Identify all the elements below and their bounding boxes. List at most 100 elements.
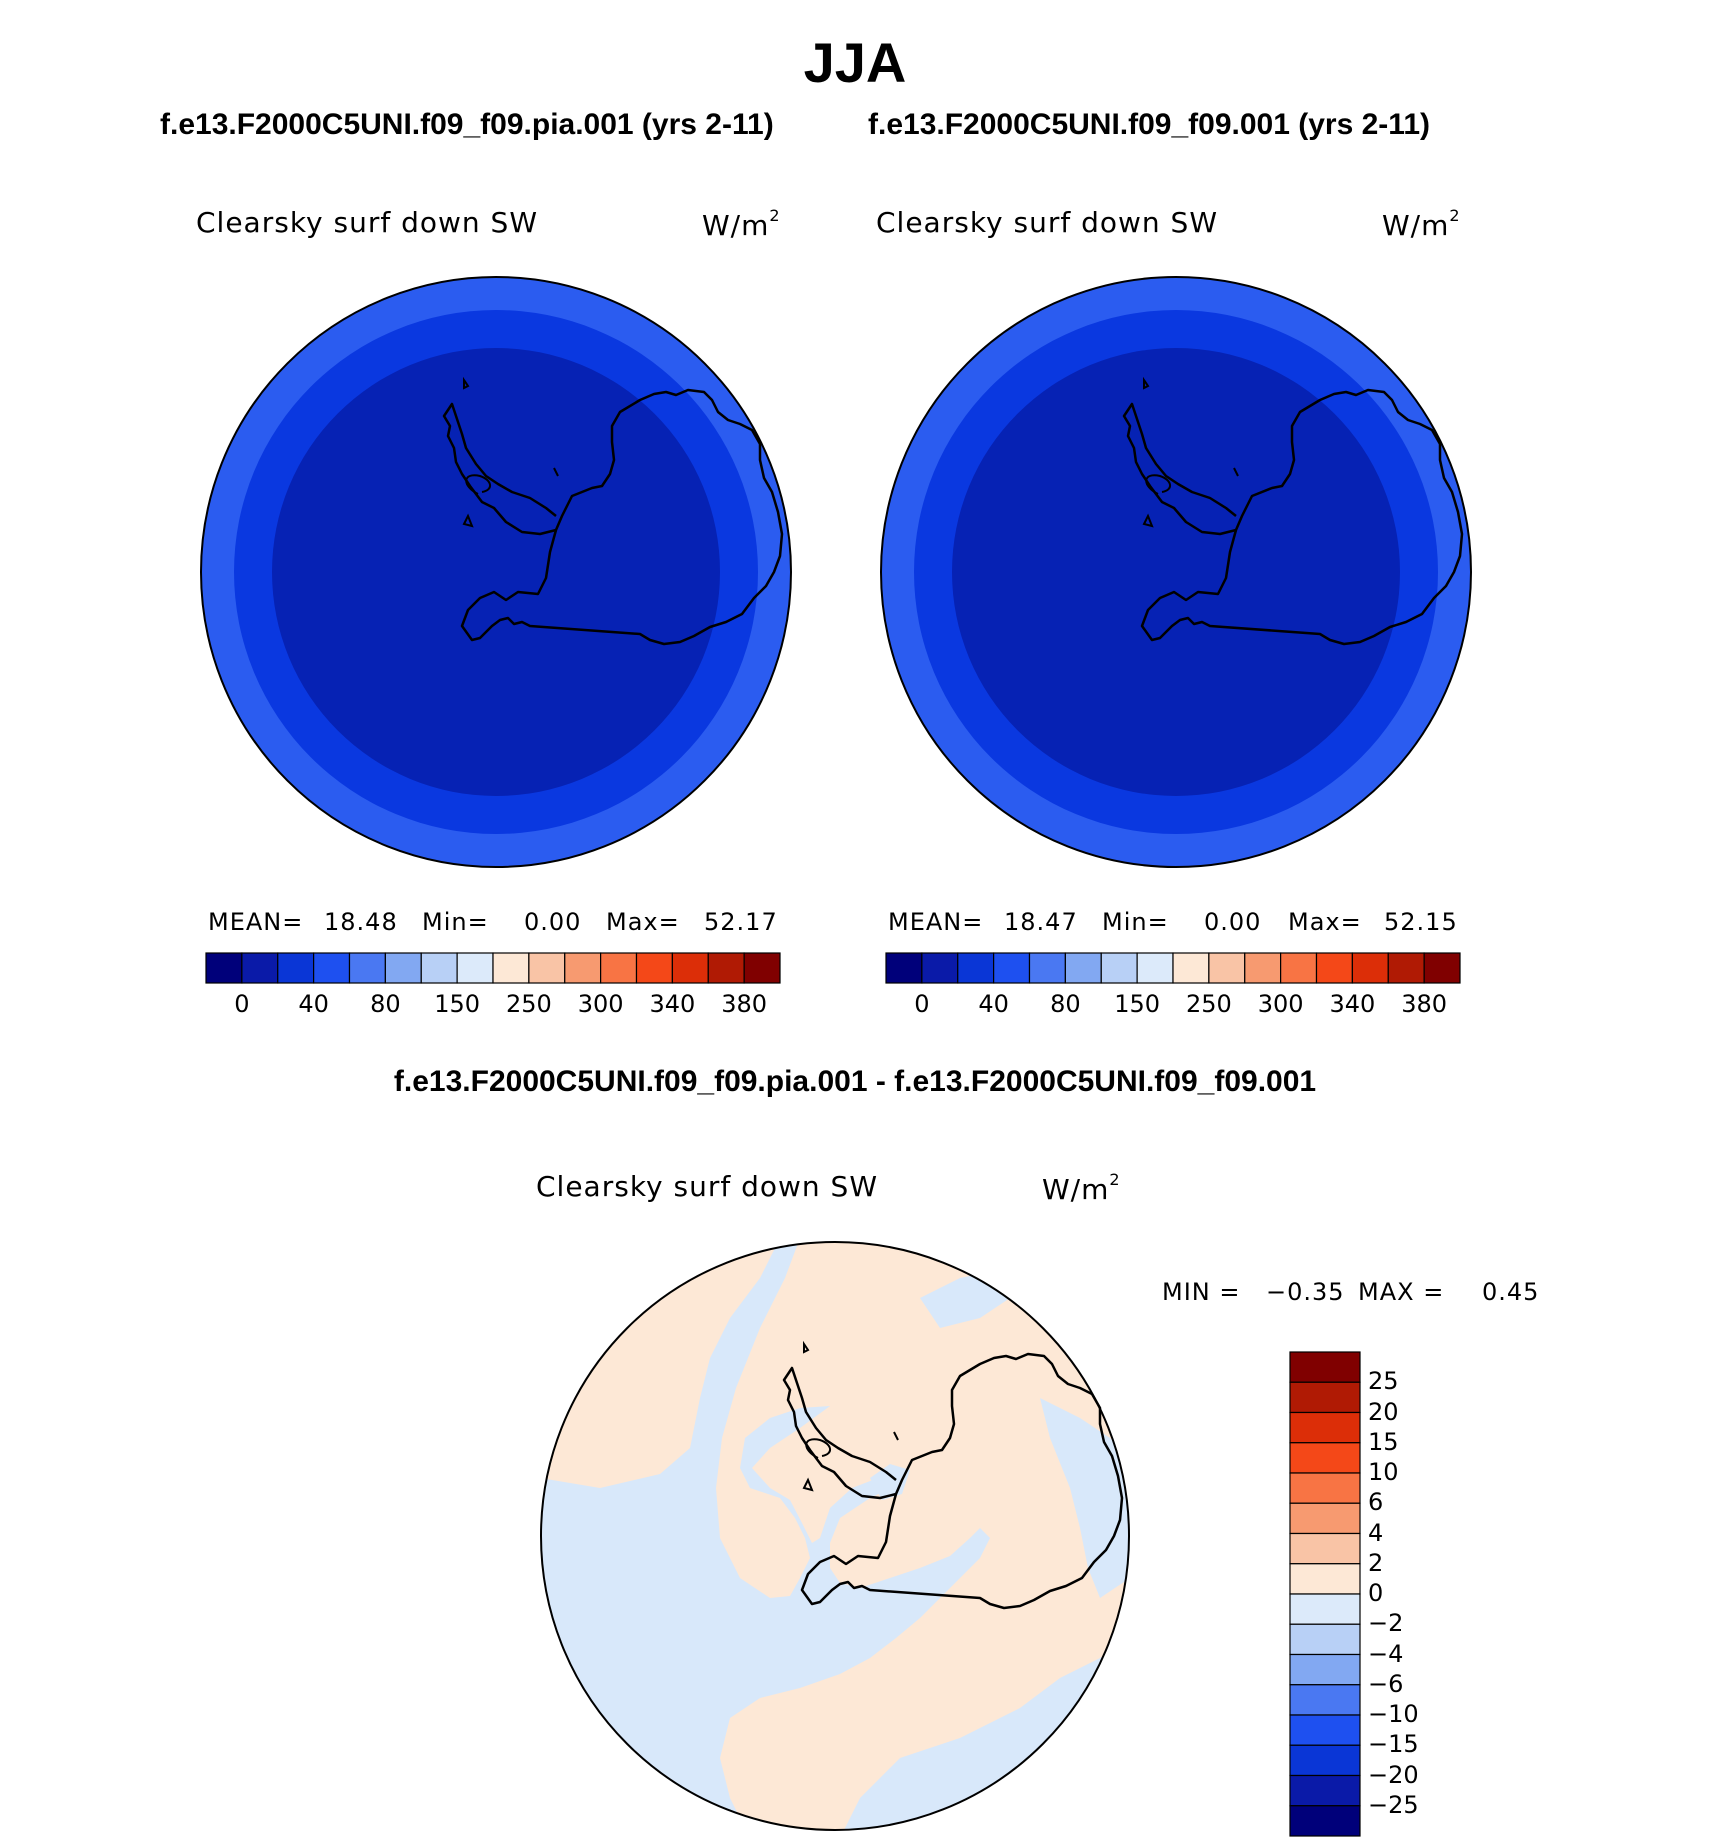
diff-colorbar-swatch [1289,1744,1361,1777]
colorbar-swatch [205,952,243,984]
colorbar-swatch [456,952,494,984]
peninsula-islands [802,1340,899,1492]
diff-max-value: 0.45 [1482,1278,1540,1306]
colorbar-tick-label: 250 [505,990,552,1018]
panel-1-max-label: Max= [606,908,680,936]
colorbar-swatch [743,952,781,984]
colorbar-tick-label: 150 [434,990,481,1018]
colorbar-swatch [707,952,745,984]
colorbar-swatch [313,952,351,984]
colorbar-swatch [1351,952,1389,984]
diff-max-label: MAX = [1358,1278,1445,1306]
panel-1-min-label: Min= [422,908,489,936]
diff-colorbar-swatch [1289,1593,1361,1625]
panel-2-polar-map [880,276,1472,868]
colorbar-tick-label: 0 [234,990,250,1018]
colorbar-swatch [1208,952,1246,984]
diff-colorbar-tick-label: −2 [1368,1609,1404,1638]
diff-colorbar-tick-label: 25 [1368,1367,1399,1396]
colorbar-swatch [1387,952,1425,984]
colorbar-swatch [1172,952,1210,984]
panel-2-units: W/m2 [1382,206,1461,242]
diff-negative-region [870,1464,910,1500]
colorbar-tick-label: 40 [978,990,1009,1018]
colorbar-swatch [1100,952,1138,984]
colorbar-tick-label: 40 [298,990,329,1018]
diff-colorbar-swatch [1289,1623,1361,1656]
colorbar-tick-label: 340 [1329,990,1376,1018]
antarctica-coastline [800,1352,1124,1610]
panel-2-min-label: Min= [1102,908,1169,936]
page-title: JJA [803,31,907,94]
diff-colorbar-swatch [1289,1805,1361,1837]
colorbar-tick-label: 380 [1401,990,1448,1018]
panel-1-min-value: 0.00 [524,908,582,936]
diff-colorbar-swatch [1289,1502,1361,1535]
diff-colorbar-swatch [1289,1381,1361,1414]
panel-1-polar-map [200,276,792,868]
peninsula-islands [1142,376,1239,528]
diff-colorbar-swatch [1289,1714,1361,1746]
diff-colorbar-tick-label: 6 [1368,1488,1384,1517]
colorbar-swatch [1315,952,1353,984]
colorbar-swatch [957,952,995,984]
panel-1-mean-value: 18.48 [324,908,398,936]
panel-2-min-value: 0.00 [1204,908,1262,936]
colorbar-swatch [600,952,638,984]
colorbar-swatch [420,952,458,984]
diff-colorbar-swatch [1289,1653,1361,1686]
panel-2-max-value: 52.15 [1384,908,1458,936]
diff-variable-label: Clearsky surf down SW [536,1170,879,1203]
diff-colorbar-swatch [1289,1774,1361,1807]
diff-colorbar [1289,1351,1361,1837]
colorbar-swatch [993,952,1031,984]
panel-1-units: W/m2 [702,206,781,242]
diff-min-label: MIN = [1162,1278,1241,1306]
diff-colorbar-swatch [1289,1472,1361,1504]
diff-colorbar-tick-label: −25 [1368,1790,1419,1819]
panel-1-variable-label: Clearsky surf down SW [196,206,539,239]
peninsula-coastline [1122,402,1237,536]
colorbar-swatch [241,952,279,984]
colorbar-swatch [1136,952,1174,984]
colorbar-tick-label: 80 [370,990,401,1018]
diff-colorbar-tick-label: 0 [1368,1579,1384,1607]
diff-colorbar-swatch [1289,1351,1361,1383]
colorbar-tick-label: 300 [1257,990,1304,1018]
colorbar-swatch [1244,952,1282,984]
colorbar-tick-label: 300 [577,990,624,1018]
colorbar-tick-label: 150 [1114,990,1161,1018]
colorbar-swatch [384,952,422,984]
diff-colorbar-tick-label: −20 [1368,1760,1419,1789]
panel-2-case-title: f.e13.F2000C5UNI.f09_f09.001 (yrs 2-11) [868,108,1431,141]
diff-colorbar-tick-label: 4 [1368,1518,1384,1547]
panel-2-mean-value: 18.47 [1004,908,1078,936]
panel-1-colorbar [205,952,781,984]
panel-2-variable-label: Clearsky surf down SW [876,206,1219,239]
zone-inner [952,348,1400,796]
diff-colorbar-tick-label: −6 [1368,1669,1404,1698]
diff-colorbar-tick-label: 15 [1368,1427,1399,1456]
colorbar-swatch [671,952,709,984]
diff-colorbar-swatch [1289,1532,1361,1565]
colorbar-swatch [348,952,386,984]
colorbar-tick-label: 0 [914,990,930,1018]
diff-title: f.e13.F2000C5UNI.f09_f09.pia.001 - f.e13… [393,1065,1317,1098]
colorbar-swatch [635,952,673,984]
colorbar-tick-label: 80 [1050,990,1081,1018]
panel-1-mean-label: MEAN= [208,908,304,936]
diff-polar-map [540,1241,1130,1831]
colorbar-swatch [921,952,959,984]
diff-colorbar-tick-label: 2 [1368,1548,1384,1577]
colorbar-swatch [277,952,315,984]
colorbar-swatch [564,952,602,984]
diff-colorbar-tick-label: −15 [1368,1730,1419,1759]
peninsula-coastline [782,1366,897,1500]
colorbar-swatch [492,952,530,984]
diff-negative-region [541,1242,990,1830]
antarctica-coastline [1140,388,1464,646]
diff-colorbar-swatch [1289,1684,1361,1716]
diff-colorbar-tick-label: 10 [1368,1458,1399,1486]
colorbar-tick-label: 250 [1185,990,1232,1018]
panel-1-case-title: f.e13.F2000C5UNI.f09_f09.pia.001 (yrs 2-… [160,108,774,141]
